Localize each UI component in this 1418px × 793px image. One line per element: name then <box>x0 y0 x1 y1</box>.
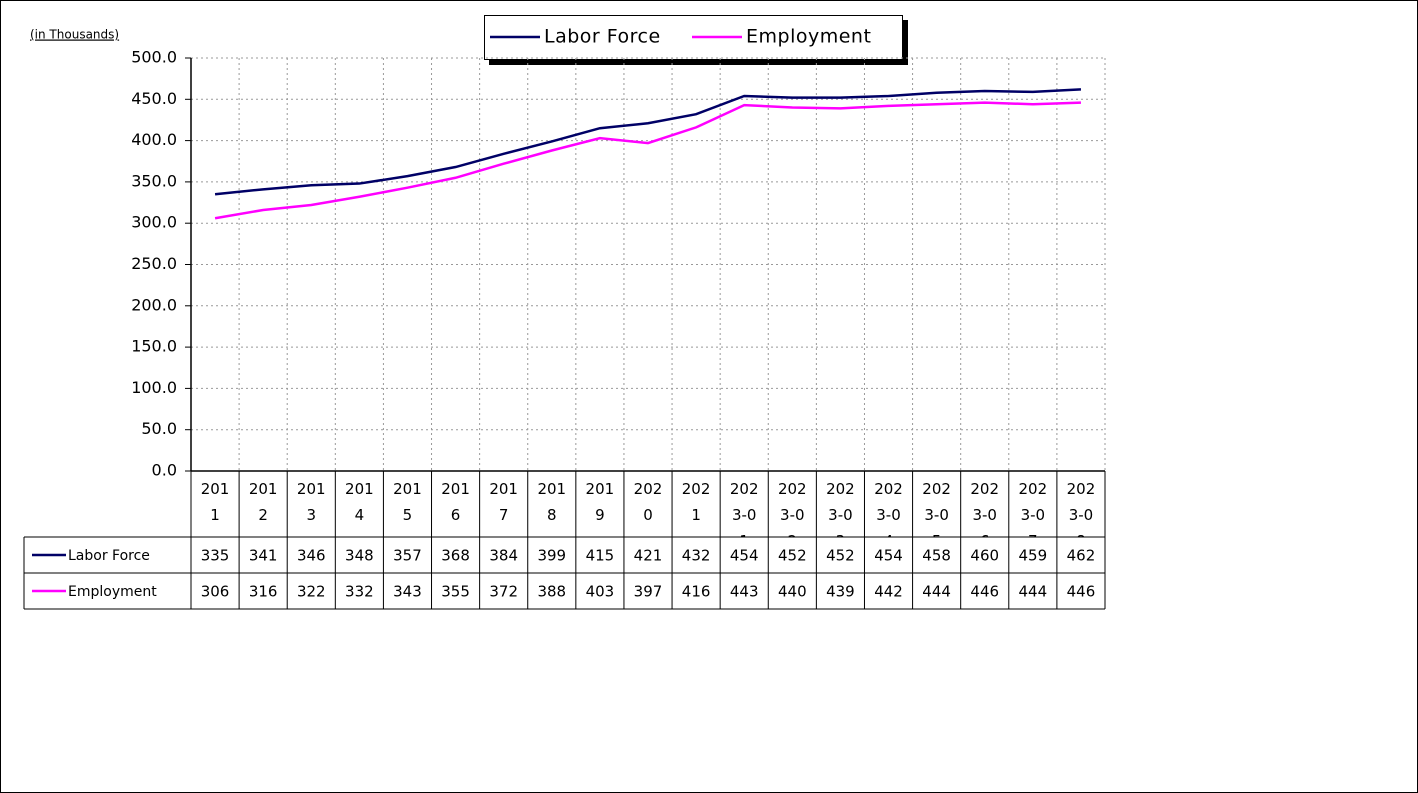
x-tick-label: 2013 <box>296 480 326 524</box>
y-tick-label: 400.0 <box>131 130 177 149</box>
x-category: 2021 <box>681 480 711 524</box>
x-tick-label: 2018 <box>537 480 567 524</box>
table-value: 446 <box>970 583 999 601</box>
table-value: 442 <box>874 583 903 601</box>
x-category: 2019 <box>585 480 615 524</box>
x-tick-label: 2021 <box>681 480 711 524</box>
table-value: 459 <box>1019 547 1048 565</box>
legend-label: Employment <box>746 26 871 48</box>
table-value: 397 <box>634 583 663 601</box>
table-value: 452 <box>826 547 855 565</box>
table-value: 462 <box>1067 547 1096 565</box>
table-value: 460 <box>970 547 999 565</box>
x-category: 2020 <box>633 480 663 524</box>
table-value: 446 <box>1067 583 1096 601</box>
y-tick-label: 500.0 <box>131 48 177 67</box>
table-value: 452 <box>778 547 807 565</box>
table-value: 357 <box>393 547 422 565</box>
x-category: 2023-05 <box>922 480 951 537</box>
table-value: 432 <box>682 547 711 565</box>
x-tick-label: 2020 <box>633 480 663 524</box>
x-category: 2023-07 <box>1018 480 1048 537</box>
table-value: 372 <box>489 583 518 601</box>
table-value: 454 <box>730 547 759 565</box>
table-value: 388 <box>537 583 566 601</box>
x-category: 2023-02 <box>777 480 807 537</box>
table-value: 368 <box>441 547 470 565</box>
x-category: 2012 <box>248 480 278 524</box>
x-tick-label: 2023-03 <box>826 480 855 537</box>
x-tick-label: 2015 <box>393 480 422 524</box>
y-tick-label: 150.0 <box>131 337 177 356</box>
x-tick-label: 2019 <box>585 480 615 524</box>
table-value: 439 <box>826 583 855 601</box>
x-tick-label: 2011 <box>200 480 230 524</box>
table-value: 341 <box>249 547 278 565</box>
table-value: 458 <box>922 547 951 565</box>
x-category: 2023-06 <box>970 480 1000 537</box>
series-line <box>214 101 1081 220</box>
x-tick-label: 2012 <box>248 480 278 524</box>
legend-label: Labor Force <box>68 548 150 564</box>
table-value: 454 <box>874 547 903 565</box>
table-value: 403 <box>586 583 615 601</box>
table-value: 335 <box>201 547 230 565</box>
table-value: 421 <box>634 547 663 565</box>
table-value: 343 <box>393 583 422 601</box>
table-value: 355 <box>441 583 470 601</box>
y-tick-label: 250.0 <box>131 254 177 273</box>
x-category: 2016 <box>441 480 470 524</box>
y-tick-label: 200.0 <box>131 295 177 314</box>
x-category: 2023-04 <box>874 480 903 537</box>
y-tick-label: 450.0 <box>131 89 177 108</box>
x-tick-label: 2023-07 <box>1018 480 1048 537</box>
x-tick-label: 2023-05 <box>922 480 951 537</box>
table-value: 316 <box>249 583 278 601</box>
legend-label: Labor Force <box>544 26 661 48</box>
x-category: 2023-01 <box>729 480 759 537</box>
x-category: 2014 <box>345 480 374 524</box>
table-value: 415 <box>586 547 615 565</box>
table-value: 399 <box>537 547 566 565</box>
x-tick-label: 2014 <box>345 480 374 524</box>
x-category: 2018 <box>537 480 567 524</box>
x-tick-label: 2023-08 <box>1066 480 1096 537</box>
table-value: 322 <box>297 583 326 601</box>
table-value: 348 <box>345 547 374 565</box>
table-value: 444 <box>922 583 951 601</box>
y-tick-label: 50.0 <box>141 419 177 438</box>
y-tick-label: 100.0 <box>131 378 177 397</box>
x-category: 2023-03 <box>826 480 855 537</box>
table-value: 332 <box>345 583 374 601</box>
x-tick-label: 2016 <box>441 480 470 524</box>
y-tick-label: 0.0 <box>152 461 177 480</box>
x-tick-label: 2023-06 <box>970 480 1000 537</box>
x-tick-label: 2017 <box>489 480 518 524</box>
legend-label: Employment <box>68 584 157 600</box>
x-category: 2013 <box>296 480 326 524</box>
table-value: 440 <box>778 583 807 601</box>
x-category: 2011 <box>200 480 230 524</box>
x-tick-label: 2023-02 <box>777 480 807 537</box>
table-value: 346 <box>297 547 326 565</box>
series-line <box>214 88 1082 196</box>
x-category: 2015 <box>393 480 422 524</box>
x-category: 2023-08 <box>1066 480 1096 537</box>
unit-label: (in Thousands) <box>30 28 119 42</box>
table-value: 443 <box>730 583 759 601</box>
x-tick-label: 2023-04 <box>874 480 903 537</box>
table-value: 384 <box>489 547 518 565</box>
y-tick-label: 350.0 <box>131 171 177 190</box>
table-value: 416 <box>682 583 711 601</box>
table-value: 444 <box>1019 583 1048 601</box>
y-tick-label: 300.0 <box>131 213 177 232</box>
x-tick-label: 2023-01 <box>729 480 759 537</box>
x-category: 2017 <box>489 480 518 524</box>
table-value: 306 <box>201 583 230 601</box>
